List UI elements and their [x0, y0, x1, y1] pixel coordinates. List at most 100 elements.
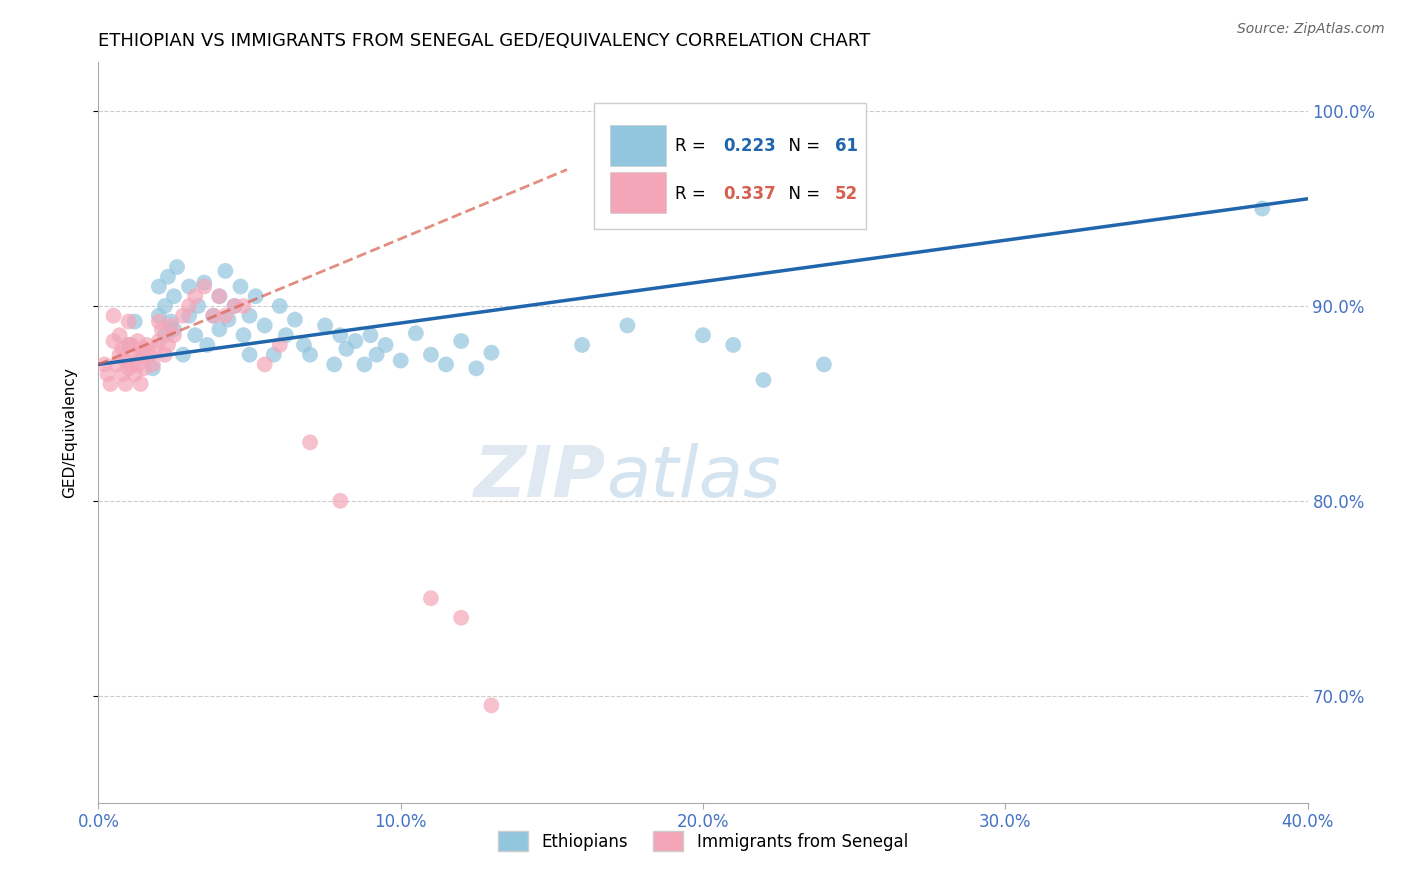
- Point: [103, 309, 125, 323]
- Point: [163, 322, 186, 336]
- Point: [153, 328, 176, 343]
- Point: [184, 289, 207, 303]
- Point: [571, 338, 593, 352]
- Point: [366, 348, 388, 362]
- Point: [111, 342, 134, 356]
- Point: [450, 334, 472, 348]
- Point: [616, 318, 638, 333]
- Point: [269, 299, 291, 313]
- Point: [118, 338, 141, 352]
- Point: [179, 299, 201, 313]
- Point: [148, 334, 170, 348]
- Point: [135, 338, 157, 352]
- Point: [239, 348, 262, 362]
- Text: ZIP: ZIP: [474, 442, 606, 511]
- Point: [121, 338, 143, 352]
- Point: [132, 348, 155, 362]
- FancyBboxPatch shape: [610, 125, 665, 166]
- Point: [217, 312, 239, 326]
- Point: [299, 435, 322, 450]
- Point: [323, 358, 346, 372]
- Point: [108, 348, 131, 362]
- Text: ETHIOPIAN VS IMMIGRANTS FROM SENEGAL GED/EQUIVALENCY CORRELATION CHART: ETHIOPIAN VS IMMIGRANTS FROM SENEGAL GED…: [98, 32, 870, 50]
- Point: [193, 279, 215, 293]
- Point: [232, 299, 254, 313]
- Point: [160, 318, 183, 333]
- Point: [335, 342, 357, 356]
- Point: [179, 309, 201, 323]
- Point: [253, 358, 276, 372]
- Text: 61: 61: [835, 137, 858, 155]
- Point: [127, 358, 149, 372]
- Point: [118, 338, 141, 352]
- Point: [114, 353, 136, 368]
- Point: [389, 353, 412, 368]
- Point: [253, 318, 276, 333]
- Point: [314, 318, 336, 333]
- Point: [214, 309, 236, 323]
- Point: [163, 328, 186, 343]
- FancyBboxPatch shape: [610, 172, 665, 213]
- Point: [208, 289, 231, 303]
- Point: [481, 698, 503, 713]
- Point: [96, 367, 118, 381]
- Point: [374, 338, 396, 352]
- Point: [229, 279, 252, 293]
- Point: [239, 309, 262, 323]
- Point: [434, 358, 457, 372]
- Point: [166, 260, 188, 274]
- Point: [329, 493, 352, 508]
- Point: [129, 348, 152, 362]
- Point: [263, 348, 285, 362]
- Point: [139, 348, 162, 362]
- Text: Source: ZipAtlas.com: Source: ZipAtlas.com: [1237, 22, 1385, 37]
- Point: [93, 358, 115, 372]
- Point: [450, 611, 472, 625]
- Point: [156, 338, 179, 352]
- Point: [129, 376, 152, 391]
- Point: [142, 361, 165, 376]
- Text: N =: N =: [778, 186, 825, 203]
- Legend: Ethiopians, Immigrants from Senegal: Ethiopians, Immigrants from Senegal: [492, 825, 914, 857]
- Point: [202, 309, 225, 323]
- Text: 0.223: 0.223: [724, 137, 776, 155]
- Point: [360, 328, 382, 343]
- Point: [148, 309, 170, 323]
- Point: [184, 328, 207, 343]
- Point: [284, 312, 307, 326]
- Point: [148, 279, 170, 293]
- Point: [100, 376, 122, 391]
- Point: [187, 299, 209, 313]
- Point: [274, 328, 297, 343]
- Point: [692, 328, 714, 343]
- Point: [420, 591, 443, 606]
- Point: [132, 342, 155, 356]
- Point: [153, 299, 176, 313]
- Text: N =: N =: [778, 137, 825, 155]
- Point: [105, 358, 128, 372]
- Point: [813, 358, 835, 372]
- Point: [124, 314, 146, 328]
- Point: [224, 299, 246, 313]
- Point: [269, 338, 291, 352]
- Point: [292, 338, 315, 352]
- Point: [153, 348, 176, 362]
- Text: R =: R =: [675, 137, 711, 155]
- Point: [214, 264, 236, 278]
- Text: atlas: atlas: [606, 442, 780, 511]
- Point: [465, 361, 488, 376]
- Point: [202, 309, 225, 323]
- Point: [329, 328, 352, 343]
- Point: [224, 299, 246, 313]
- Point: [172, 348, 194, 362]
- Point: [208, 322, 231, 336]
- Point: [179, 279, 201, 293]
- Point: [163, 289, 186, 303]
- Point: [172, 309, 194, 323]
- Point: [420, 348, 443, 362]
- Text: R =: R =: [675, 186, 711, 203]
- Point: [195, 338, 218, 352]
- Point: [245, 289, 267, 303]
- Point: [103, 334, 125, 348]
- Point: [118, 314, 141, 328]
